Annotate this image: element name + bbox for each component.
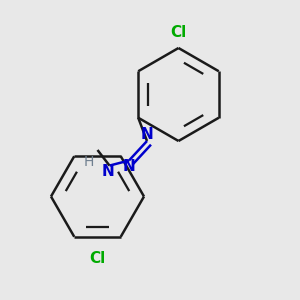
Text: N: N	[123, 159, 135, 174]
Text: Cl: Cl	[89, 251, 106, 266]
Text: N: N	[141, 127, 153, 142]
Text: H: H	[83, 155, 94, 169]
Text: Cl: Cl	[170, 25, 187, 40]
Text: N: N	[102, 164, 114, 178]
